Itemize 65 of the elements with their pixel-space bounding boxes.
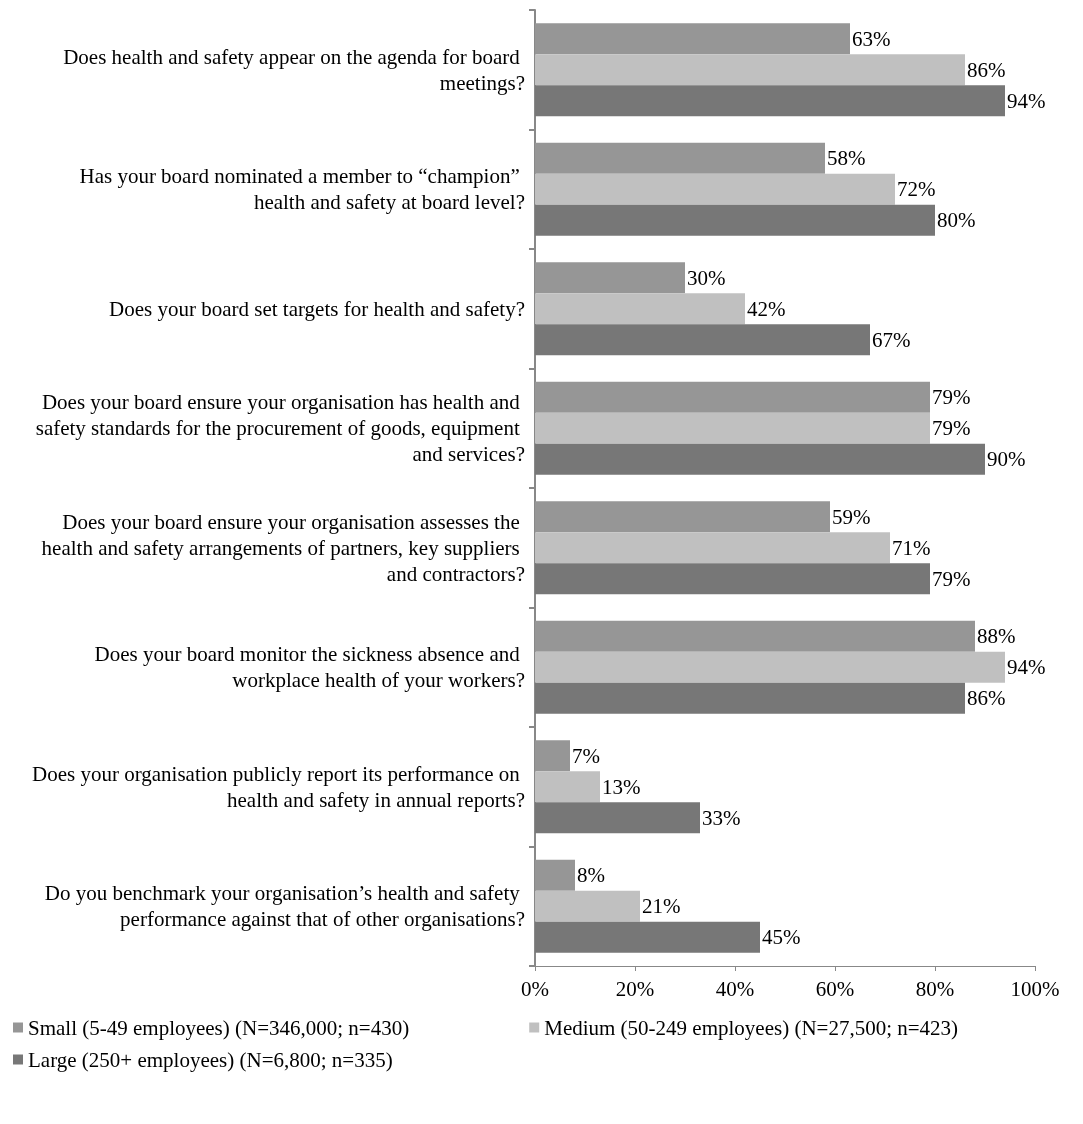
x-tick-label: 80% xyxy=(915,976,955,1001)
x-tick-label: 20% xyxy=(615,976,655,1001)
y-tick-label: Does health and safety appear on the agenda for board meetings? xyxy=(63,44,525,95)
bar xyxy=(535,204,935,236)
data-label: 42% xyxy=(747,296,786,321)
bar xyxy=(535,293,745,325)
bar xyxy=(535,324,870,356)
data-label: 58% xyxy=(827,146,866,171)
data-label: 7% xyxy=(572,743,600,768)
bar xyxy=(535,921,760,953)
data-label: 67% xyxy=(872,327,911,352)
y-tick-label: Has your board nominated a member to “champion” health and safety at board level? xyxy=(79,164,525,215)
data-label: 45% xyxy=(762,925,801,950)
bar xyxy=(535,771,600,803)
bar xyxy=(535,682,965,714)
data-label: 86% xyxy=(967,686,1006,711)
data-label: 71% xyxy=(892,535,931,560)
data-label: 8% xyxy=(577,863,605,888)
x-tick-label: 60% xyxy=(815,976,855,1001)
y-tick-label: Does your organisation publicly report its performance on health and safety in annual reports? xyxy=(32,761,525,812)
data-label: 72% xyxy=(897,177,936,202)
bar xyxy=(535,501,830,533)
bar xyxy=(535,740,570,772)
data-label: 59% xyxy=(832,504,871,529)
bar xyxy=(535,859,575,891)
data-label: 88% xyxy=(977,624,1016,649)
bar xyxy=(535,412,930,444)
legend-label: Medium (50-249 employees) (N=27,500; n=423) xyxy=(544,1015,959,1040)
data-label: 30% xyxy=(687,265,726,290)
legend-label: Small (5-49 employees) (N=346,000; n=430) xyxy=(28,1015,410,1040)
data-label: 90% xyxy=(987,447,1026,472)
x-tick-label: 100% xyxy=(1010,976,1060,1001)
bar xyxy=(535,532,890,564)
bar xyxy=(535,142,825,174)
data-label: 79% xyxy=(932,385,971,410)
bar xyxy=(535,563,930,595)
data-label: 80% xyxy=(937,208,976,233)
data-label: 63% xyxy=(852,26,891,51)
bar xyxy=(535,85,1005,117)
data-label: 79% xyxy=(932,416,971,441)
bar xyxy=(535,173,895,205)
y-tick-label: Does your board set targets for health and safety? xyxy=(109,296,525,321)
bar xyxy=(535,381,930,413)
y-tick-label: Does your board ensure your organisation assesses the health and safety arrangements of partners, key suppliers and contractors? xyxy=(41,509,525,586)
y-tick-label: Does your board monitor the sickness absence and workplace health of your workers? xyxy=(94,642,525,693)
x-tick-label: 40% xyxy=(715,976,755,1001)
bar xyxy=(535,443,985,475)
data-label: 21% xyxy=(642,894,681,919)
data-label: 86% xyxy=(967,57,1006,82)
data-label: 94% xyxy=(1007,655,1046,680)
bar xyxy=(535,54,965,86)
bar xyxy=(535,23,850,55)
data-label: 13% xyxy=(602,774,641,799)
bar xyxy=(535,890,640,922)
x-tick-label: 0% xyxy=(521,976,549,1001)
bar xyxy=(535,651,1005,683)
legend-label: Large (250+ employees) (N=6,800; n=335) xyxy=(28,1047,393,1072)
bar xyxy=(535,802,700,834)
data-label: 94% xyxy=(1007,88,1046,113)
data-label: 33% xyxy=(702,805,741,830)
y-tick-label: Do you benchmark your organisation’s health and safety performance against that of other organisations? xyxy=(44,881,525,932)
y-tick-label: Does your board ensure your organisation has health and safety standards for the procurement of goods, equipment and services? xyxy=(35,390,525,467)
bar xyxy=(535,620,975,652)
bar xyxy=(535,262,685,294)
data-label: 79% xyxy=(932,566,971,591)
